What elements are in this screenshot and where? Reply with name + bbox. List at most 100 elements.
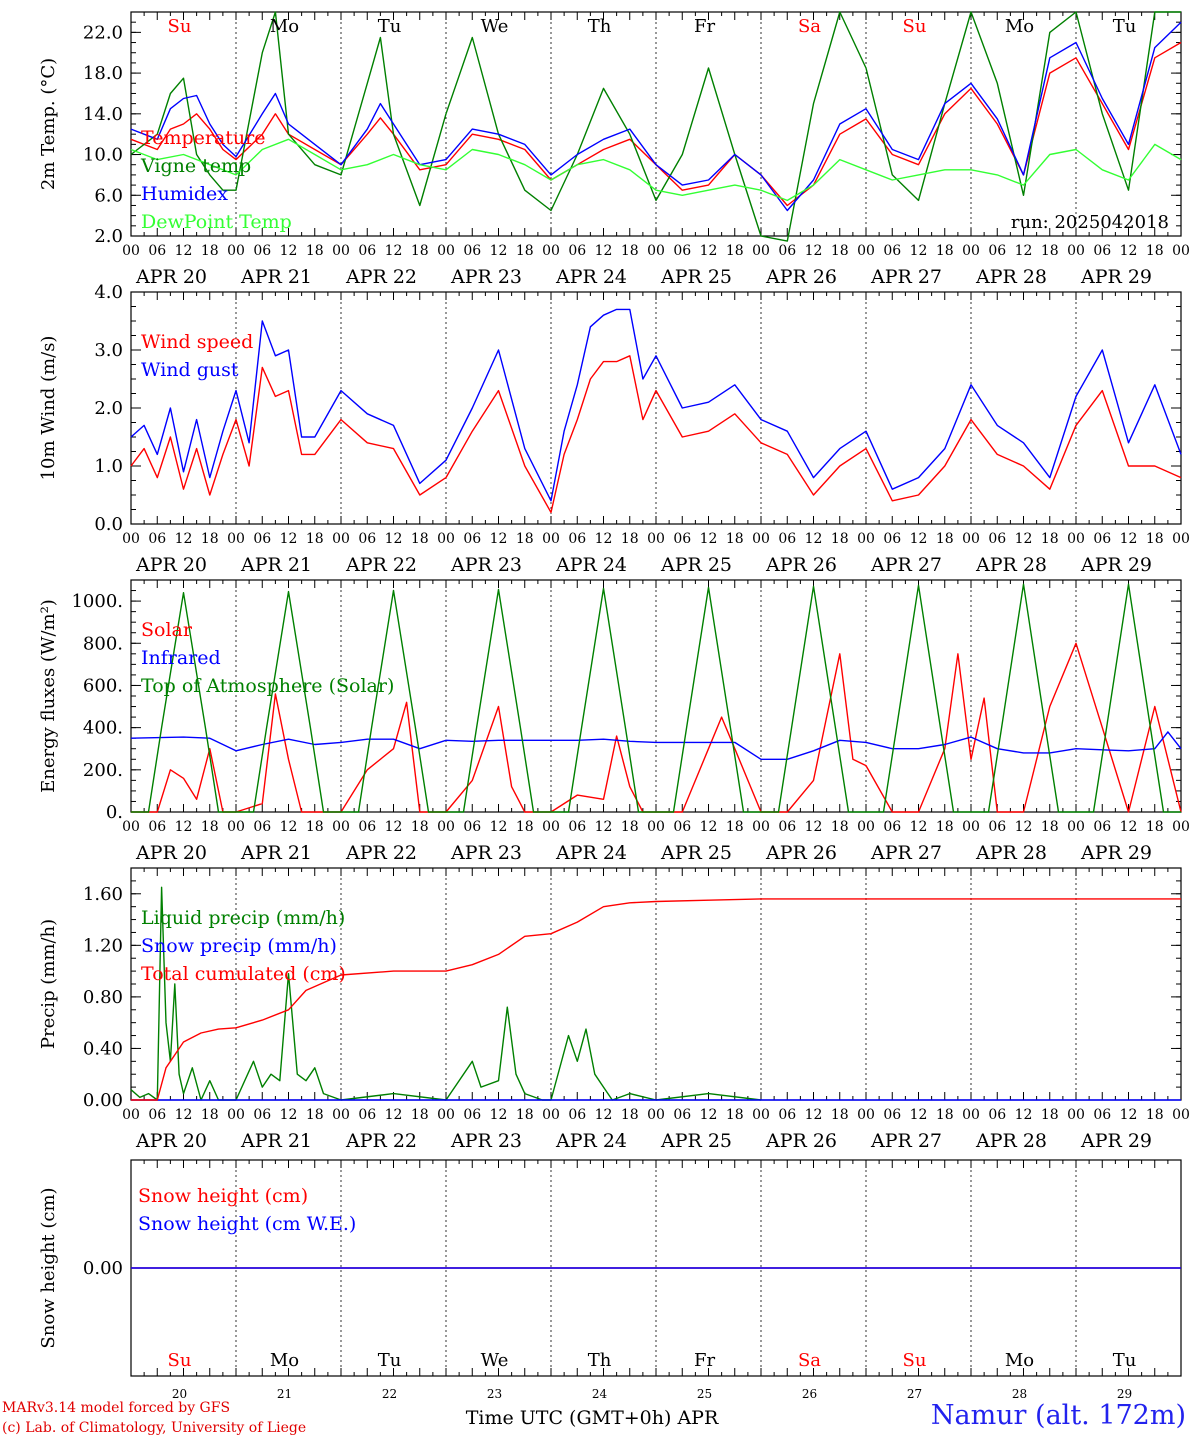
weekday-label: We — [481, 16, 509, 37]
legend-entry: Snow height (cm W.E.) — [138, 1213, 356, 1235]
weekday-label: Mo — [1005, 16, 1034, 37]
hour-label: 12 — [910, 819, 928, 835]
series-wind-speed-line — [130, 355, 1182, 514]
y-tick-label: 1.0 — [94, 456, 123, 477]
hour-label: 06 — [463, 819, 481, 835]
day-number-label: 28 — [1012, 1387, 1027, 1401]
hour-label: 00 — [1172, 531, 1190, 547]
hour-label: 06 — [1093, 243, 1111, 259]
y-tick-label: 1.20 — [83, 935, 123, 956]
y-tick-label: 2.0 — [94, 398, 123, 419]
hour-label: 06 — [358, 243, 376, 259]
hour-label: 00 — [857, 819, 875, 835]
model-credit: MARv3.14 model forced by GFS — [2, 1400, 231, 1416]
hour-label: 12 — [805, 243, 823, 259]
hour-label: 00 — [1172, 819, 1190, 835]
hour-label: 12 — [175, 243, 193, 259]
legend-entry: Temperature — [141, 127, 265, 149]
date-label: APR 22 — [345, 554, 417, 576]
hour-label: 12 — [280, 1107, 298, 1123]
legend-entry: Wind speed — [141, 331, 253, 353]
hour-label: 12 — [175, 1107, 193, 1123]
hour-label: 12 — [700, 531, 718, 547]
hour-label: 06 — [883, 819, 901, 835]
hour-label: 12 — [595, 243, 613, 259]
hour-label: 00 — [1172, 243, 1190, 259]
hour-label: 00 — [962, 243, 980, 259]
hour-label: 06 — [358, 531, 376, 547]
date-label: APR 20 — [135, 266, 207, 288]
date-label: APR 25 — [660, 1130, 732, 1152]
hour-label: 18 — [936, 531, 954, 547]
hour-label: 18 — [201, 1107, 219, 1123]
hour-label: 12 — [595, 819, 613, 835]
date-label: APR 22 — [345, 842, 417, 864]
hour-label: 06 — [778, 819, 796, 835]
weekday-label: Fr — [694, 16, 715, 37]
hour-label: 12 — [1015, 819, 1033, 835]
hour-label: 12 — [490, 243, 508, 259]
y-tick-label: 1.60 — [83, 884, 123, 905]
date-label: APR 29 — [1080, 842, 1152, 864]
hour-label: 00 — [857, 531, 875, 547]
y-axis-label: 10m Wind (m/s) — [38, 336, 59, 481]
hour-label: 00 — [857, 1107, 875, 1123]
legend-entry: Total cumulated (cm) — [141, 963, 346, 985]
hour-label: 00 — [962, 531, 980, 547]
hour-label: 18 — [831, 819, 849, 835]
date-label: APR 25 — [660, 842, 732, 864]
hour-label: 18 — [621, 531, 639, 547]
hour-label: 00 — [1067, 243, 1085, 259]
hour-label: 12 — [385, 1107, 403, 1123]
hour-label: 18 — [411, 243, 429, 259]
hour-label: 12 — [1120, 819, 1138, 835]
hour-label: 06 — [988, 819, 1006, 835]
date-label: APR 21 — [240, 1130, 312, 1152]
series-total-cumulated-cm--line — [131, 898, 1181, 1101]
hour-label: 12 — [1015, 531, 1033, 547]
date-label: APR 28 — [975, 1130, 1047, 1152]
y-tick-label: 0. — [106, 802, 123, 823]
hour-label: 18 — [201, 531, 219, 547]
date-label: APR 25 — [660, 554, 732, 576]
hour-label: 12 — [385, 819, 403, 835]
hour-label: 18 — [306, 531, 324, 547]
date-label: APR 27 — [870, 1130, 942, 1152]
hour-label: 06 — [778, 531, 796, 547]
date-label: APR 26 — [765, 842, 837, 864]
weekday-label: We — [481, 1350, 509, 1371]
hour-label: 00 — [122, 243, 140, 259]
hour-label: 00 — [227, 531, 245, 547]
date-label: APR 29 — [1080, 1130, 1152, 1152]
hour-label: 18 — [621, 243, 639, 259]
hour-label: 12 — [1015, 1107, 1033, 1123]
hour-label: 00 — [437, 1107, 455, 1123]
hour-label: 00 — [227, 1107, 245, 1123]
hour-label: 18 — [1146, 531, 1164, 547]
day-number-label: 20 — [172, 1387, 187, 1401]
hour-label: 18 — [831, 1107, 849, 1123]
y-tick-label: 6.0 — [94, 185, 123, 206]
hour-label: 06 — [1093, 1107, 1111, 1123]
hour-label: 00 — [332, 531, 350, 547]
y-axis-label: Precip (mm/h) — [38, 919, 59, 1049]
date-label: APR 27 — [870, 554, 942, 576]
hour-label: 18 — [1146, 819, 1164, 835]
legend-entry: DewPoint Temp — [141, 211, 292, 233]
date-label: APR 27 — [870, 842, 942, 864]
legend-entry: Infrared — [141, 647, 221, 669]
hour-label: 18 — [306, 819, 324, 835]
hour-label: 18 — [726, 531, 744, 547]
date-label: APR 20 — [135, 842, 207, 864]
hour-label: 00 — [227, 819, 245, 835]
hour-label: 18 — [1041, 531, 1059, 547]
hour-label: 18 — [1146, 243, 1164, 259]
hour-label: 00 — [647, 243, 665, 259]
hour-label: 18 — [831, 531, 849, 547]
hour-label: 12 — [385, 531, 403, 547]
hour-label: 00 — [332, 819, 350, 835]
y-tick-label: 2.0 — [94, 226, 123, 247]
hour-label: 18 — [306, 1107, 324, 1123]
hour-label: 18 — [201, 819, 219, 835]
